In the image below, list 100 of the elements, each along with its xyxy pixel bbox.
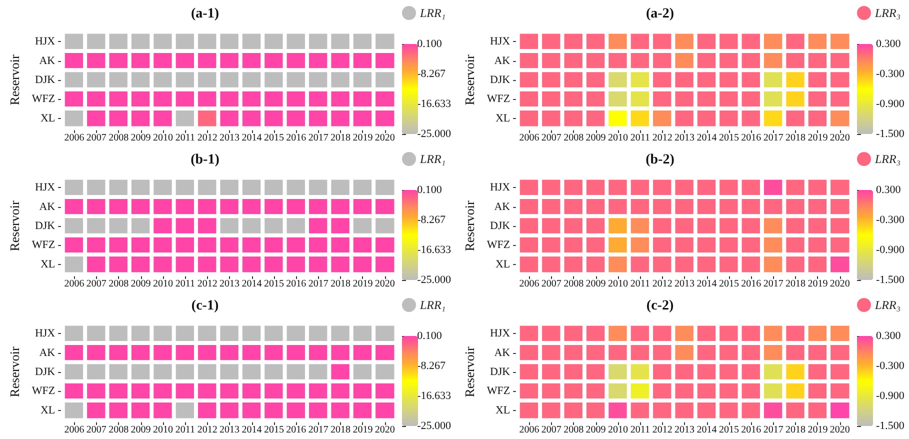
color-bar-label: -16.633 — [417, 98, 452, 110]
y-tick-label: XL — [495, 404, 510, 416]
x-tick-label: 2016 — [286, 424, 306, 436]
x-tick-label: 2007 — [541, 278, 562, 290]
x-tick-label: 2017 — [308, 424, 328, 436]
x-tick-label: 2013 — [674, 424, 695, 436]
x-tick-label: 2009 — [586, 278, 606, 290]
x-tick-label: 2020 — [374, 278, 395, 290]
x-tick-label: 2019 — [352, 132, 373, 144]
y-tick-label: WFZ — [32, 239, 56, 252]
x-tick-label: 2008 — [564, 424, 584, 436]
color-bar-label: 0.300 — [876, 184, 902, 196]
y-axis-title: Reservoir — [7, 54, 22, 106]
y-tick-label: HJX — [34, 36, 56, 48]
x-tick-label: 2013 — [220, 424, 240, 436]
y-tick-label: DJK — [490, 220, 510, 232]
x-tick-label: 2010 — [152, 278, 173, 290]
y-axis-title: Reservoir — [462, 200, 477, 252]
color-bar-label: -0.900 — [876, 98, 905, 110]
y-tick-label: WFZ — [32, 93, 56, 106]
y-tick-label: AK — [39, 200, 56, 213]
color-bar-label: 0.300 — [876, 330, 902, 342]
y-tick-label: AK — [39, 54, 56, 67]
chart-title: (b-2) — [646, 152, 675, 168]
x-tick-label: 2011 — [175, 132, 195, 144]
color-bar-label: -16.633 — [417, 390, 452, 402]
x-tick-label: 2015 — [264, 278, 284, 290]
y-tick-label: HJX — [490, 36, 510, 48]
x-tick-label: 2018 — [786, 132, 806, 144]
x-tick-label: 2017 — [763, 424, 784, 436]
x-tick-label: 2008 — [564, 132, 584, 144]
x-tick-label: 2014 — [242, 424, 262, 436]
x-tick-label: 2011 — [630, 132, 650, 144]
y-tick-label: XL — [40, 112, 56, 124]
x-tick-label: 2015 — [718, 132, 739, 144]
x-tick-label: 2018 — [330, 424, 351, 436]
color-bar-label: 0.300 — [876, 38, 902, 50]
x-tick-label: 2011 — [630, 424, 650, 436]
x-tick-label: 2008 — [108, 278, 129, 290]
x-tick-label: 2007 — [541, 132, 562, 144]
x-tick-label: 2019 — [808, 278, 828, 290]
x-tick-label: 2018 — [330, 278, 351, 290]
x-tick-label: 2012 — [652, 132, 672, 144]
chart-title: (c-1) — [191, 298, 219, 314]
y-tick-label: WFZ — [486, 385, 510, 398]
color-bar-label: -25.000 — [417, 420, 452, 432]
x-tick-label: 2008 — [564, 278, 584, 290]
y-tick-label: DJK — [490, 366, 510, 378]
y-tick-label: XL — [495, 258, 510, 270]
x-tick-label: 2018 — [786, 278, 806, 290]
x-tick-label: 2015 — [264, 424, 284, 436]
color-bar-label: -8.267 — [417, 68, 446, 80]
y-axis-title: Reservoir — [7, 346, 22, 398]
x-tick-label: 2006 — [64, 278, 84, 290]
x-tick-label: 2007 — [86, 424, 106, 436]
x-tick-label: 2006 — [64, 424, 84, 436]
x-tick-label: 2010 — [608, 424, 628, 436]
y-tick-label: DJK — [34, 220, 56, 232]
x-tick-label: 2013 — [674, 132, 695, 144]
y-tick-label: DJK — [34, 74, 56, 86]
y-tick-label: DJK — [490, 74, 510, 86]
y-tick-label: AK — [494, 346, 510, 359]
x-tick-label: 2016 — [741, 424, 762, 436]
x-tick-label: 2015 — [718, 278, 739, 290]
color-bar-label: -8.267 — [417, 214, 446, 226]
x-tick-label: 2020 — [830, 132, 850, 144]
x-tick-label: 2012 — [197, 424, 218, 436]
color-bar-title: LRR₁ — [419, 298, 446, 312]
color-bar-label: -0.300 — [876, 68, 905, 80]
color-bar-label: -16.633 — [417, 244, 452, 256]
x-tick-label: 2009 — [586, 132, 606, 144]
x-tick-label: 2011 — [175, 278, 195, 290]
x-tick-label: 2017 — [308, 132, 328, 144]
x-tick-label: 2017 — [763, 278, 784, 290]
x-tick-label: 2017 — [308, 278, 328, 290]
color-bar-label: -25.000 — [417, 274, 452, 286]
color-bar-title: LRR₃ — [874, 152, 901, 166]
x-tick-label: 2019 — [352, 424, 373, 436]
x-tick-label: 2020 — [830, 424, 850, 436]
x-tick-label: 2017 — [763, 132, 784, 144]
x-tick-label: 2009 — [130, 132, 151, 144]
chart-title: (a-2) — [646, 6, 674, 22]
x-tick-label: 2020 — [374, 424, 395, 436]
y-tick-label: AK — [494, 54, 510, 67]
color-bar-label: -0.300 — [876, 360, 905, 372]
x-tick-label: 2007 — [86, 278, 106, 290]
y-axis-title: Reservoir — [7, 200, 22, 252]
x-tick-label: 2014 — [696, 424, 717, 436]
color-bar-title: LRR₃ — [874, 298, 901, 312]
x-tick-label: 2016 — [741, 132, 762, 144]
x-tick-label: 2019 — [808, 132, 828, 144]
x-tick-label: 2007 — [86, 132, 106, 144]
x-tick-label: 2014 — [242, 132, 262, 144]
color-bar-label: 0.100 — [417, 184, 442, 196]
x-tick-label: 2009 — [130, 278, 151, 290]
x-tick-label: 2012 — [652, 424, 672, 436]
x-tick-label: 2020 — [830, 278, 850, 290]
color-bar-label: -0.300 — [876, 214, 905, 226]
y-tick-label: HJX — [34, 182, 56, 194]
color-bar-label: -1.500 — [876, 128, 905, 140]
